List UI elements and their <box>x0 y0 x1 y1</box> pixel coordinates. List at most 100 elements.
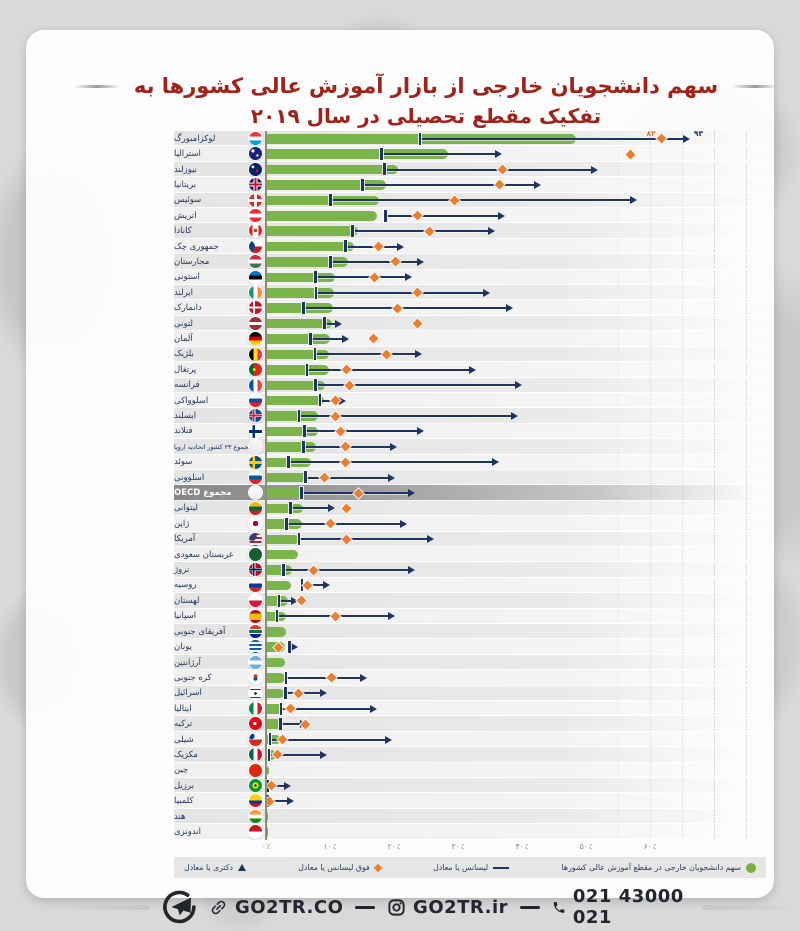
country-label: چین <box>174 765 189 776</box>
country-flag-icon <box>249 316 262 330</box>
country-row: فرانسه <box>174 377 774 393</box>
bachelor-doctoral-range-line <box>303 307 507 310</box>
country-flag-icon <box>249 301 262 315</box>
country-label: فنلاند <box>174 426 193 437</box>
country-flag-icon <box>249 409 262 423</box>
instagram-icon <box>388 898 405 916</box>
country-label: کره جنوبی <box>174 672 212 683</box>
total-share-bar <box>266 164 398 175</box>
doctoral-arrow-marker <box>338 396 346 405</box>
country-flag-icon <box>249 671 262 685</box>
bachelor-tick-marker <box>285 517 288 530</box>
country-row: جمهوری چک <box>174 238 774 255</box>
doctoral-arrow-marker <box>323 581 331 590</box>
master-diamond-marker <box>319 472 330 483</box>
bachelor-doctoral-range-line <box>384 168 593 171</box>
footer-phone: 021 43000 021 <box>552 886 690 928</box>
page-title-line1: سهم دانشجویان خارجی از بازار آموزش عالی … <box>133 74 719 98</box>
country-row: لوکزامبورگ ۸۲ ۹۳ <box>174 129 774 147</box>
country-label: ایرلند <box>174 287 194 298</box>
country-label: اسپانیا <box>174 611 197 622</box>
total-share-bar <box>266 565 292 575</box>
footer-bar: GO2TR.CO GO2TR.ir 021 43000 021 <box>52 884 800 930</box>
country-label: بلژیک <box>174 349 194 360</box>
master-diamond-marker <box>341 364 352 375</box>
country-flag-icon <box>249 779 262 793</box>
chart-area: لوکزامبورگ ۸۲ ۹۳ استرالیا نیوزلند بریتانیا سوئ… <box>174 129 774 851</box>
master-diamond-marker <box>382 349 392 360</box>
total-share-bar <box>266 596 288 606</box>
country-flag-icon <box>249 162 262 176</box>
bachelor-doctoral-range-line <box>310 337 344 340</box>
doctoral-arrow-marker <box>320 750 328 759</box>
master-diamond-marker <box>424 226 435 237</box>
country-row: برزیل <box>174 778 774 794</box>
country-flag-icon <box>249 732 262 746</box>
axis-tick-label: ۵۰٪ <box>579 842 593 851</box>
country-label: یونان <box>174 642 192 653</box>
country-row: نروژ <box>174 562 774 578</box>
phone-number: 021 43000 021 <box>572 886 684 928</box>
total-share-bar <box>266 395 324 406</box>
bachelor-tick-marker <box>284 687 287 700</box>
total-share-bar <box>266 503 304 514</box>
doctoral-arrow-marker <box>387 612 395 621</box>
doctoral-triangle-icon <box>237 864 246 871</box>
bachelor-tick-marker <box>361 178 364 191</box>
bachelor-tick-marker <box>351 224 354 237</box>
master-diamond-marker <box>412 287 422 298</box>
country-flag-icon <box>249 455 262 469</box>
country-row: نیوزلند <box>174 161 774 178</box>
legend-item-bachelor: لیسانس یا معادل <box>433 863 510 872</box>
page-title-line2: تفکیک مقطع تحصیلی در سال ۲۰۱۹ <box>250 104 602 128</box>
master-value-label: ۸۲ <box>646 129 656 138</box>
bachelor-doctoral-range-line <box>315 384 516 387</box>
axis-tick-label: ۳۰٪ <box>451 842 465 851</box>
bachelor-line-icon <box>493 866 510 869</box>
bachelor-doctoral-range-line <box>419 137 684 140</box>
footer-instagram: GO2TR.ir <box>387 897 508 918</box>
total-share-bar <box>266 365 329 375</box>
country-flag-icon <box>249 363 262 377</box>
chart-rows: لوکزامبورگ ۸۲ ۹۳ استرالیا نیوزلند بریتانیا سوئ… <box>174 129 774 840</box>
total-share-bar <box>266 211 377 221</box>
country-row: آمریکا <box>174 531 774 547</box>
bachelor-tick-marker <box>314 379 317 391</box>
total-share-bar <box>266 657 286 668</box>
title-left-dash <box>73 85 120 88</box>
total-share-bar <box>266 549 298 560</box>
country-label: مجارستان <box>174 256 210 267</box>
axis-tick-label: ۱۰٪ <box>323 842 337 851</box>
country-row: استونی <box>174 269 774 286</box>
bachelor-doctoral-range-line <box>285 676 361 679</box>
total-share-bar <box>266 303 334 313</box>
doctoral-arrow-marker <box>320 689 328 698</box>
legend-master-label: فوق لیسانس یا معادل <box>298 863 370 872</box>
total-share-bar <box>266 380 325 390</box>
country-row: پرتغال <box>174 362 774 378</box>
country-label: استونی <box>174 272 200 283</box>
bachelor-doctoral-range-line <box>304 430 418 433</box>
bachelor-doctoral-range-line <box>345 245 399 248</box>
total-share-bar <box>266 241 355 252</box>
country-row: اسرائیل <box>174 685 774 702</box>
total-share-bar <box>266 349 330 360</box>
country-label: آفریقای جنوبی <box>174 626 226 637</box>
bachelor-doctoral-range-line <box>268 753 322 756</box>
country-row: ایرلند <box>174 285 774 301</box>
link-icon <box>211 900 226 914</box>
bachelor-tick-marker <box>275 610 279 623</box>
country-flag-icon <box>249 686 262 700</box>
country-flag-icon <box>249 440 262 454</box>
master-diamond-marker <box>353 488 364 498</box>
master-diamond-marker <box>497 164 508 175</box>
total-share-bar <box>266 827 268 837</box>
master-diamond-marker <box>392 303 403 314</box>
country-label: روسیه <box>174 580 197 591</box>
bachelor-doctoral-range-line <box>283 569 409 572</box>
bachelor-doctoral-range-line <box>315 291 485 294</box>
bachelor-tick-marker <box>302 301 305 314</box>
total-share-bar <box>266 288 335 298</box>
country-row: چین <box>174 762 774 779</box>
bachelor-tick-marker <box>300 486 303 499</box>
